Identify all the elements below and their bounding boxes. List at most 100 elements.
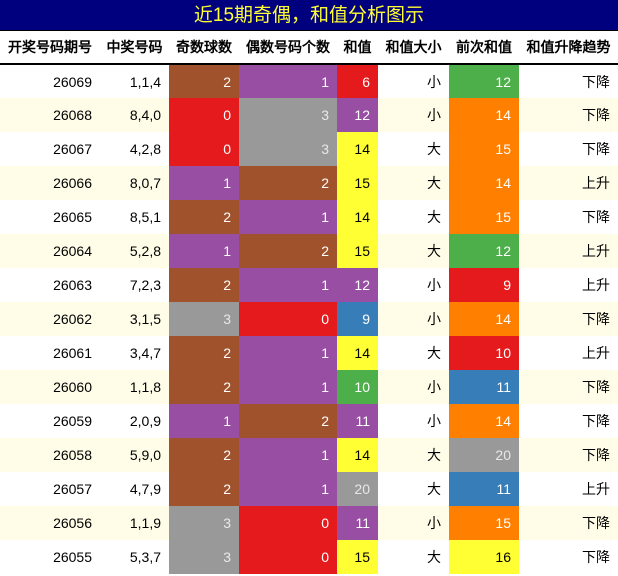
period-cell: 26069: [0, 64, 100, 98]
table-row: 26063 7,2,3 2 1 12 小 9 上升: [0, 268, 618, 302]
even-count-cell: 1: [239, 336, 337, 370]
trend-cell: 上升: [519, 472, 618, 506]
period-cell: 26065: [0, 200, 100, 234]
prev-sum-cell: 12: [449, 234, 519, 268]
page-title: 近15期奇偶，和值分析图示: [0, 0, 618, 31]
trend-cell: 下降: [519, 200, 618, 234]
prev-sum-cell: 11: [449, 472, 519, 506]
sum-size-cell: 大: [378, 336, 449, 370]
numbers-cell: 5,2,8: [100, 234, 169, 268]
trend-cell: 上升: [519, 166, 618, 200]
trend-cell: 下降: [519, 64, 618, 98]
trend-cell: 下降: [519, 98, 618, 132]
odd-count-cell: 2: [169, 438, 239, 472]
table-row: 26062 3,1,5 3 0 9 小 14 下降: [0, 302, 618, 336]
prev-sum-cell: 15: [449, 132, 519, 166]
odd-count-cell: 3: [169, 540, 239, 574]
trend-cell: 上升: [519, 234, 618, 268]
trend-cell: 下降: [519, 132, 618, 166]
period-cell: 26058: [0, 438, 100, 472]
sum-cell: 12: [337, 98, 378, 132]
table-row: 26059 2,0,9 1 2 11 小 14 下降: [0, 404, 618, 438]
numbers-cell: 1,1,8: [100, 370, 169, 404]
sum-cell: 14: [337, 438, 378, 472]
table-row: 26069 1,1,4 2 1 6 小 12 下降: [0, 64, 618, 98]
table-row: 26064 5,2,8 1 2 15 大 12 上升: [0, 234, 618, 268]
odd-count-cell: 2: [169, 336, 239, 370]
numbers-cell: 5,3,7: [100, 540, 169, 574]
header-prev-sum: 前次和值: [449, 31, 519, 65]
sum-cell: 15: [337, 166, 378, 200]
sum-cell: 14: [337, 132, 378, 166]
even-count-cell: 2: [239, 234, 337, 268]
table-row: 26060 1,1,8 2 1 10 小 11 下降: [0, 370, 618, 404]
trend-cell: 上升: [519, 336, 618, 370]
header-even-count: 偶数号码个数: [239, 31, 337, 65]
sum-size-cell: 大: [378, 234, 449, 268]
prev-sum-cell: 9: [449, 268, 519, 302]
period-cell: 26068: [0, 98, 100, 132]
sum-size-cell: 大: [378, 166, 449, 200]
prev-sum-cell: 10: [449, 336, 519, 370]
table-body: 26069 1,1,4 2 1 6 小 12 下降 26068 8,4,0 0 3 12 小 14 下降 260…: [0, 64, 618, 574]
even-count-cell: 3: [239, 132, 337, 166]
analysis-table: 开奖号码期号 中奖号码 奇数球数 偶数号码个数 和值 和值大小 前次和值 和值升…: [0, 31, 618, 574]
even-count-cell: 0: [239, 302, 337, 336]
table-row: 26056 1,1,9 3 0 11 小 15 下降: [0, 506, 618, 540]
even-count-cell: 1: [239, 370, 337, 404]
period-cell: 26064: [0, 234, 100, 268]
trend-cell: 下降: [519, 540, 618, 574]
header-sum-size: 和值大小: [378, 31, 449, 65]
period-cell: 26056: [0, 506, 100, 540]
sum-cell: 12: [337, 268, 378, 302]
numbers-cell: 1,1,4: [100, 64, 169, 98]
sum-cell: 11: [337, 404, 378, 438]
odd-count-cell: 2: [169, 200, 239, 234]
period-cell: 26057: [0, 472, 100, 506]
trend-cell: 下降: [519, 438, 618, 472]
period-cell: 26060: [0, 370, 100, 404]
header-odd-count: 奇数球数: [169, 31, 239, 65]
even-count-cell: 1: [239, 64, 337, 98]
sum-size-cell: 小: [378, 98, 449, 132]
prev-sum-cell: 20: [449, 438, 519, 472]
sum-cell: 10: [337, 370, 378, 404]
odd-count-cell: 2: [169, 64, 239, 98]
sum-size-cell: 大: [378, 472, 449, 506]
period-cell: 26067: [0, 132, 100, 166]
numbers-cell: 4,7,9: [100, 472, 169, 506]
even-count-cell: 1: [239, 268, 337, 302]
period-cell: 26055: [0, 540, 100, 574]
odd-count-cell: 2: [169, 370, 239, 404]
table-row: 26057 4,7,9 2 1 20 大 11 上升: [0, 472, 618, 506]
table-row: 26058 5,9,0 2 1 14 大 20 下降: [0, 438, 618, 472]
odd-count-cell: 3: [169, 506, 239, 540]
sum-size-cell: 小: [378, 64, 449, 98]
numbers-cell: 3,1,5: [100, 302, 169, 336]
table-row: 26068 8,4,0 0 3 12 小 14 下降: [0, 98, 618, 132]
numbers-cell: 8,5,1: [100, 200, 169, 234]
table-row: 26055 5,3,7 3 0 15 大 16 下降: [0, 540, 618, 574]
prev-sum-cell: 14: [449, 302, 519, 336]
sum-cell: 11: [337, 506, 378, 540]
odd-count-cell: 1: [169, 166, 239, 200]
even-count-cell: 3: [239, 98, 337, 132]
sum-size-cell: 大: [378, 438, 449, 472]
prev-sum-cell: 14: [449, 404, 519, 438]
table-row: 26061 3,4,7 2 1 14 大 10 上升: [0, 336, 618, 370]
header-numbers: 中奖号码: [100, 31, 169, 65]
sum-cell: 6: [337, 64, 378, 98]
prev-sum-cell: 14: [449, 166, 519, 200]
numbers-cell: 8,0,7: [100, 166, 169, 200]
header-period: 开奖号码期号: [0, 31, 100, 65]
header-row: 开奖号码期号 中奖号码 奇数球数 偶数号码个数 和值 和值大小 前次和值 和值升…: [0, 31, 618, 65]
numbers-cell: 8,4,0: [100, 98, 169, 132]
numbers-cell: 7,2,3: [100, 268, 169, 302]
even-count-cell: 0: [239, 540, 337, 574]
sum-size-cell: 大: [378, 132, 449, 166]
sum-size-cell: 小: [378, 302, 449, 336]
prev-sum-cell: 11: [449, 370, 519, 404]
trend-cell: 下降: [519, 302, 618, 336]
period-cell: 26063: [0, 268, 100, 302]
sum-size-cell: 小: [378, 370, 449, 404]
